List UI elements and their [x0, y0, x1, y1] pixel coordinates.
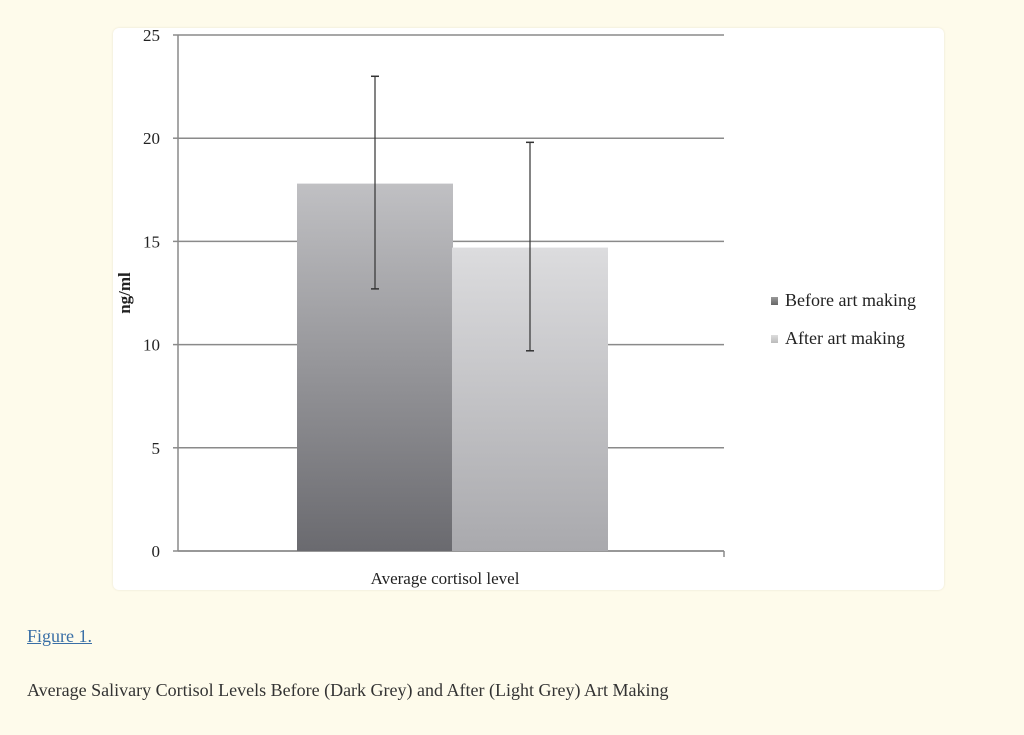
- y-tick-label: 10: [143, 336, 160, 355]
- figure-link[interactable]: Figure 1.: [27, 626, 92, 646]
- y-tick-label: 25: [143, 26, 160, 45]
- legend-label: After art making: [785, 328, 905, 348]
- y-axis-label: ng/ml: [115, 272, 134, 314]
- y-tick-label: 5: [152, 439, 161, 458]
- legend-swatch: [771, 335, 778, 343]
- legend-label: Before art making: [785, 290, 916, 310]
- legend-swatch: [771, 297, 778, 305]
- y-tick-label: 15: [143, 232, 160, 251]
- x-axis-label: Average cortisol level: [371, 569, 520, 588]
- y-tick-label: 0: [152, 542, 161, 561]
- y-tick-label: 20: [143, 129, 160, 148]
- figure-caption: Average Salivary Cortisol Levels Before …: [27, 680, 669, 700]
